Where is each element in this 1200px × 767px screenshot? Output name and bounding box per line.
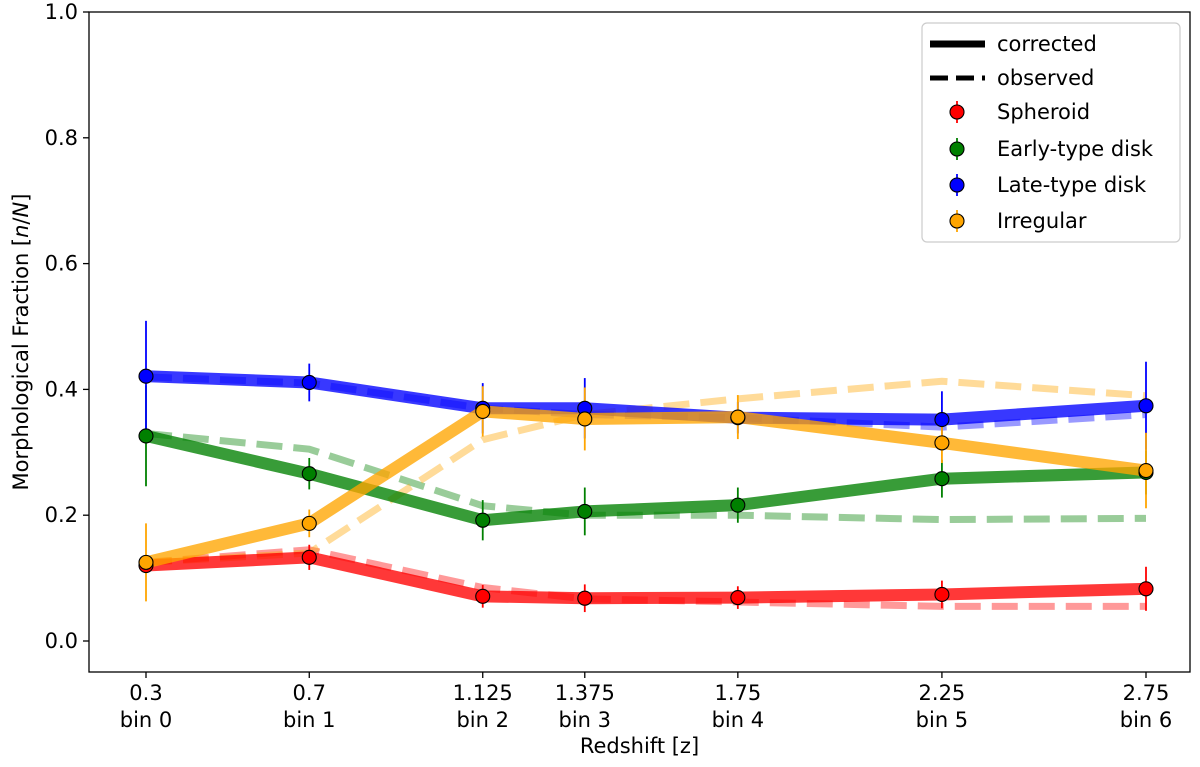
x-tick-value-label: 0.3 [129,681,162,705]
irregular-point [475,403,491,419]
irregular-point [138,554,154,570]
x-tick-bin-label: bin 1 [283,708,336,732]
early-type-disk-point [301,466,317,482]
y-axis-label: Morphological Fraction [n/N] [9,194,33,491]
irregular-point [1138,462,1154,479]
spheroid-point [577,590,593,606]
x-tick-value-label: 1.375 [555,681,615,705]
irregular-point [577,411,593,427]
early-type-disk-point [730,497,746,513]
late-type-disk-legend-label: Late-type disk [997,173,1147,197]
late-type-disk-point [301,374,317,391]
late-type-disk-legend-marker [949,177,965,193]
spheroid-legend-marker [949,104,965,120]
late-type-disk-point [934,412,950,428]
legend-frame [921,22,1181,243]
irregular-point [301,515,317,531]
x-tick-value-label: 1.125 [453,681,513,705]
early-type-disk-point [934,471,950,487]
early-type-disk-legend-label: Early-type disk [997,137,1154,161]
irregular-legend-label: Irregular [997,209,1087,233]
x-axis-label: Redshift [z] [580,734,699,758]
spheroid-point [1138,581,1154,597]
legend: corrected observed Spheroid Early-type disk… [921,22,1181,243]
y-tick-label: 0.6 [45,252,78,276]
plot-frame [88,11,1191,673]
irregular-point [730,409,746,425]
late-type-disk-point [138,368,154,384]
early-type-disk-point [475,512,491,528]
x-tick-bin-label: bin 4 [712,708,765,732]
x-tick-bin-label: bin 6 [1120,708,1173,732]
y-tick-label: 0.8 [45,126,78,150]
early-type-disk-point [138,428,154,444]
spheroid-point [730,590,746,606]
spheroid-point [301,549,317,565]
spheroid-point [934,586,950,603]
y-tick-label: 0.2 [45,503,78,527]
x-tick-value-label: 0.7 [293,681,326,705]
y-tick-label: 0.0 [45,629,78,653]
late-type-disk-point [1138,398,1154,414]
spheroid-point [475,588,491,604]
x-tick-value-label: 1.75 [714,681,761,705]
early-type-disk-legend-marker [949,141,965,157]
legend-label-observed: observed [997,66,1094,90]
y-tick-label: 1.0 [45,0,78,24]
irregular-legend-marker [949,213,965,229]
irregular-point [934,435,950,451]
x-tick-value-label: 2.25 [919,681,966,705]
spheroid-legend-label: Spheroid [997,100,1090,124]
x-tick-bin-label: bin 5 [916,708,969,732]
legend-label-corrected: corrected [997,32,1097,56]
x-tick-bin-label: bin 3 [559,708,612,732]
y-tick-label: 0.4 [45,377,78,401]
early-type-disk-point [577,503,593,519]
x-tick-value-label: 2.75 [1123,681,1170,705]
x-tick-bin-label: bin 0 [120,708,173,732]
x-tick-bin-label: bin 2 [456,708,509,732]
